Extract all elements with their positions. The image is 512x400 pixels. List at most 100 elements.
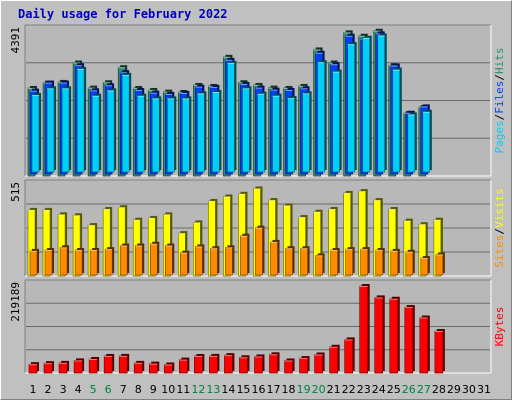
kbytes-bar-face bbox=[374, 297, 384, 374]
kbytes-bar bbox=[43, 361, 55, 374]
pages-bar bbox=[121, 72, 132, 173]
kbytes-bar bbox=[148, 361, 160, 374]
kbytes-bar-face bbox=[73, 360, 83, 374]
day-label: 17 bbox=[267, 383, 281, 396]
axis-max-label: 219189 bbox=[9, 282, 22, 322]
sites-bar-face bbox=[390, 250, 399, 276]
sites-bar-face bbox=[195, 246, 203, 276]
sites-bar bbox=[180, 250, 190, 276]
kbytes-bar bbox=[434, 329, 445, 374]
sites-bar bbox=[420, 256, 430, 276]
pages-bar bbox=[242, 86, 252, 173]
kbytes-bar bbox=[28, 362, 39, 374]
kbytes-bar-face bbox=[434, 330, 444, 374]
day-label: 15 bbox=[236, 383, 250, 396]
pages-bar-face bbox=[151, 98, 160, 173]
legend-sites: Sites bbox=[493, 235, 506, 268]
pages-bar-face bbox=[31, 94, 40, 173]
sites-bar bbox=[270, 239, 280, 276]
kbytes-bar-face bbox=[419, 317, 429, 374]
day-label: 20 bbox=[312, 383, 326, 396]
pages-bar bbox=[136, 93, 147, 173]
kbytes-bar-face bbox=[269, 354, 278, 374]
sites-bar bbox=[345, 247, 355, 276]
sites-bar-face bbox=[405, 251, 414, 276]
kbytes-bar bbox=[389, 296, 400, 374]
day-label: 8 bbox=[135, 383, 142, 396]
sites-bar bbox=[285, 246, 295, 276]
sites-bar bbox=[89, 247, 100, 276]
pages-bar bbox=[31, 93, 41, 173]
day-label: 2 bbox=[45, 383, 52, 396]
sites-bar bbox=[104, 247, 115, 276]
day-label: 16 bbox=[251, 383, 265, 396]
day-label: 7 bbox=[120, 383, 127, 396]
kbytes-bar-face bbox=[179, 359, 188, 374]
pages-bar-face bbox=[302, 93, 310, 173]
pages-bar-face bbox=[76, 68, 85, 173]
kbytes-bar bbox=[269, 352, 280, 374]
kbytes-bar-face bbox=[389, 298, 399, 374]
visits-bar bbox=[358, 189, 368, 277]
pages-bar-face bbox=[362, 37, 371, 173]
pages-bar-face bbox=[166, 98, 175, 173]
sites-bar bbox=[240, 233, 250, 276]
day-label: 13 bbox=[206, 383, 220, 396]
kbytes-bar-face bbox=[148, 363, 158, 374]
pages-bar-face bbox=[242, 88, 250, 173]
sites-bar bbox=[225, 245, 235, 276]
kbytes-bar-face bbox=[299, 357, 308, 374]
kbytes-bar-face bbox=[239, 356, 248, 374]
sites-bar-face bbox=[375, 249, 384, 276]
pages-bar-face bbox=[317, 61, 325, 173]
legend-files: Files bbox=[493, 81, 506, 114]
pages-bar bbox=[212, 89, 222, 173]
sites-bar-face bbox=[315, 255, 323, 276]
kbytes-bar-face bbox=[58, 362, 68, 374]
sites-bar bbox=[435, 252, 445, 276]
kbytes-bar bbox=[209, 353, 220, 374]
pages-bar-face bbox=[61, 88, 70, 173]
kbytes-bar bbox=[133, 360, 145, 374]
legend-visits: Visits bbox=[493, 188, 506, 228]
kbytes-bar-face bbox=[194, 355, 203, 374]
sites-bar-face bbox=[104, 248, 113, 276]
day-label: 27 bbox=[417, 383, 431, 396]
sites-bar-face bbox=[210, 247, 218, 276]
sites-bar-face bbox=[240, 235, 248, 276]
visits-bar bbox=[343, 190, 353, 277]
day-label: 14 bbox=[221, 383, 235, 396]
day-label: 12 bbox=[191, 383, 205, 396]
kbytes-bar bbox=[359, 284, 370, 374]
day-label: 28 bbox=[432, 383, 446, 396]
pages-bar-face bbox=[392, 69, 401, 173]
day-label: 6 bbox=[105, 383, 112, 396]
kbytes-bar-face bbox=[254, 356, 263, 374]
kbytes-bar-face bbox=[103, 355, 113, 374]
chart-title: Daily usage for February 2022 bbox=[18, 7, 228, 21]
sites-bar bbox=[375, 247, 385, 276]
pages-bar bbox=[422, 109, 432, 173]
sites-bar bbox=[29, 248, 39, 276]
kbytes-bar bbox=[103, 353, 115, 374]
sites-bar-face bbox=[29, 250, 38, 276]
kbytes-bar-face bbox=[344, 339, 353, 374]
visits-bar bbox=[388, 207, 398, 277]
visits-bar bbox=[57, 212, 68, 277]
day-label: 26 bbox=[402, 383, 416, 396]
pages-bar-face bbox=[212, 91, 220, 173]
visits-bar bbox=[223, 194, 233, 277]
sites-bar-face bbox=[345, 248, 353, 276]
pages-bar bbox=[332, 69, 342, 173]
kbytes-bar bbox=[58, 360, 70, 374]
sites-bar bbox=[300, 246, 310, 276]
sites-bar-face bbox=[420, 257, 429, 276]
sites-bar bbox=[59, 245, 70, 276]
pages-bar bbox=[76, 66, 87, 173]
kbytes-bar bbox=[254, 354, 265, 374]
kbytes-bar bbox=[194, 354, 205, 374]
day-label: 29 bbox=[447, 383, 461, 396]
pages-bar-face bbox=[257, 93, 265, 173]
day-label: 31 bbox=[477, 383, 491, 396]
pages-bar-face bbox=[197, 93, 205, 173]
